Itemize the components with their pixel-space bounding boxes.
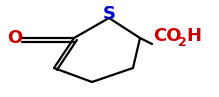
- Text: H: H: [186, 27, 201, 45]
- Text: 2: 2: [178, 36, 187, 48]
- Text: CO: CO: [153, 27, 182, 45]
- Text: O: O: [7, 29, 23, 47]
- Text: S: S: [102, 5, 115, 23]
